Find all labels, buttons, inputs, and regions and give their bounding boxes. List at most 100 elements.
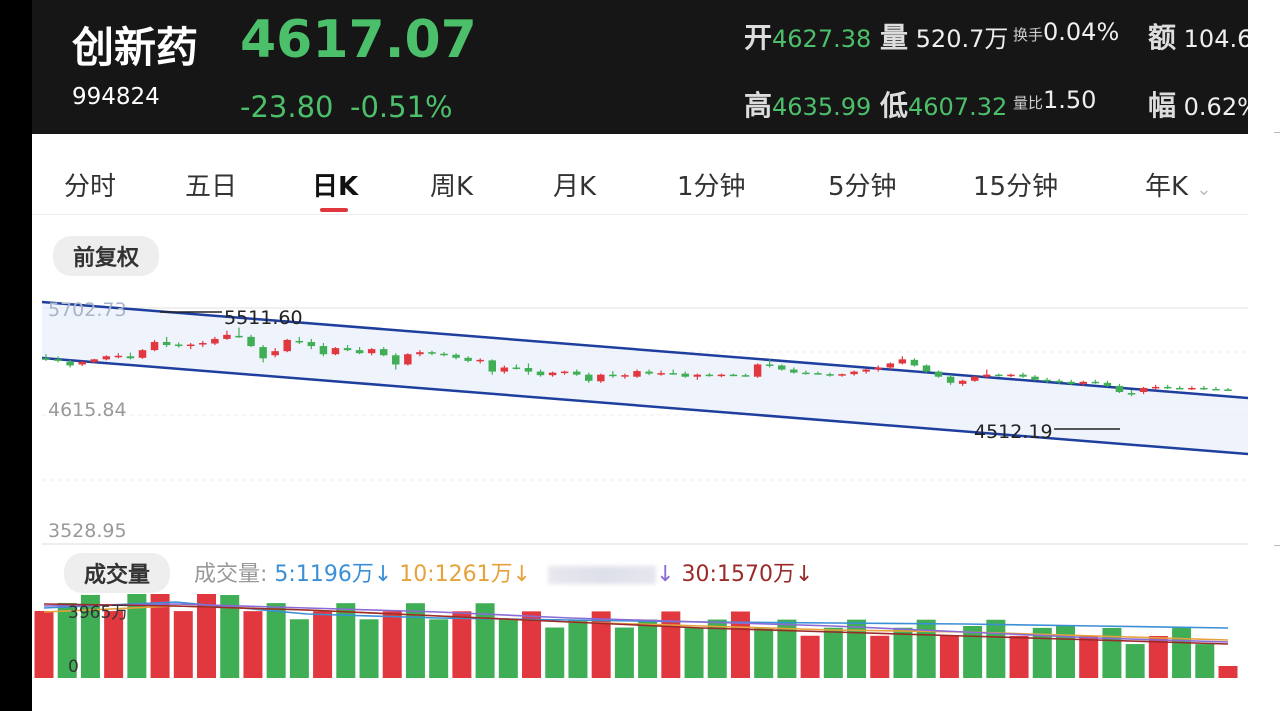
volume-bar	[1148, 636, 1168, 678]
tab-15min[interactable]: 15分钟	[973, 172, 1059, 202]
kline-chart[interactable]: 5702.73 4615.84 3528.95 5511.60 4512.19	[32, 290, 1248, 550]
volume-bar	[870, 635, 890, 678]
tab-5min[interactable]: 5分钟	[828, 172, 897, 202]
candle	[1188, 387, 1196, 390]
candle	[259, 347, 267, 359]
candle	[1067, 381, 1075, 384]
tab-monthly-k[interactable]: 月K	[553, 172, 597, 202]
candle	[1103, 382, 1112, 386]
candle	[211, 338, 219, 344]
channel-fill	[42, 302, 1248, 454]
y-axis-mid-label: 4615.84	[48, 399, 127, 421]
volume-bar	[730, 611, 750, 678]
candle	[174, 344, 183, 347]
candle	[90, 359, 98, 362]
arrow-down-icon: ↓	[512, 562, 532, 587]
right-edge	[1248, 0, 1280, 711]
y-axis-top-label: 5702.73	[48, 299, 127, 321]
volume-bar	[57, 602, 77, 678]
turnover-value: 0.04%	[1043, 18, 1120, 46]
candle	[802, 372, 810, 375]
price-change: -23.80	[240, 90, 334, 124]
candle	[428, 352, 436, 354]
candle	[1212, 388, 1220, 391]
candle	[355, 350, 364, 354]
min-price-label: 4512.19	[974, 421, 1053, 443]
volume-bar	[614, 627, 634, 678]
tab-1min[interactable]: 1分钟	[677, 172, 746, 202]
tab-weekly-k[interactable]: 周K	[430, 172, 474, 202]
volume-bar	[405, 603, 425, 678]
candle	[1091, 381, 1100, 384]
high-stat: 高4635.99	[744, 89, 872, 122]
volume-bar	[754, 627, 774, 678]
adjust-toggle[interactable]: 前复权	[53, 236, 160, 276]
candle	[500, 367, 509, 372]
volume-ma-lines	[43, 601, 1229, 645]
candle	[886, 363, 895, 368]
index-name: 创新药	[72, 23, 199, 72]
tab-daily-k[interactable]: 日K	[312, 172, 359, 202]
volume-bar	[173, 611, 193, 678]
volume-bar	[1055, 626, 1075, 678]
volume-bar	[591, 611, 611, 678]
stock-app: 创新药 994824 4617.07 -23.80 -0.51% 开4627.3…	[32, 0, 1248, 711]
vol-ratio-stat: 量比1.50	[1013, 86, 1097, 114]
active-tab-indicator	[320, 208, 348, 212]
y-axis-bottom-label: 3528.95	[48, 520, 127, 542]
candle	[585, 374, 593, 381]
candle	[1151, 386, 1160, 389]
arrow-down-icon: ↓	[373, 562, 393, 587]
candle	[1115, 385, 1124, 393]
candle	[392, 355, 400, 365]
volume-bar	[823, 627, 843, 678]
volume-bar	[80, 594, 100, 678]
candle	[1224, 389, 1232, 391]
candle	[597, 374, 605, 382]
candle	[1200, 387, 1208, 390]
candle	[657, 373, 665, 375]
candle	[765, 364, 774, 366]
volume-bar	[1079, 635, 1099, 678]
candle	[331, 348, 340, 355]
candle	[970, 376, 979, 381]
volume-axis-top-label: 3965万	[68, 603, 128, 623]
volume-bar	[1032, 627, 1052, 678]
arrow-down-icon: ↓	[656, 562, 675, 587]
volume-bar	[289, 619, 309, 678]
volume-chart[interactable]: 3965万 0	[32, 592, 1248, 682]
candle	[1139, 387, 1148, 393]
candle	[862, 369, 870, 372]
candle	[983, 374, 991, 377]
volume-bar	[939, 635, 959, 678]
tab-yearly-k[interactable]: 年K ⌄	[1145, 172, 1212, 202]
max-price-label: 5511.60	[224, 307, 303, 329]
candle	[777, 365, 786, 370]
candle	[367, 349, 376, 354]
volume-indicator-toggle[interactable]: 成交量	[64, 553, 171, 593]
arrow-down-icon: ↓	[794, 562, 814, 587]
tab-five-day[interactable]: 五日	[185, 172, 238, 202]
redacted-field	[548, 566, 657, 584]
candle	[572, 371, 581, 375]
price-change-pct: -0.51%	[350, 90, 453, 124]
candle	[790, 369, 798, 373]
amount-value: 104.6	[1183, 25, 1248, 53]
amplitude-stat: 幅 0.62%	[1148, 84, 1248, 124]
candle	[138, 350, 147, 358]
volume-ma5: 5:1196万	[274, 562, 374, 587]
candle	[223, 334, 231, 339]
volume-ma30: 30:1570万	[681, 562, 795, 587]
candle	[440, 353, 448, 356]
volume-bar	[847, 619, 867, 678]
volume-bar	[1102, 627, 1122, 678]
candle	[78, 361, 86, 365]
volume-ma30-line	[43, 603, 1229, 645]
volume-bar	[475, 603, 495, 678]
tab-intraday[interactable]: 分时	[64, 172, 117, 202]
volume-bar	[545, 627, 565, 678]
volume-bar	[1009, 635, 1029, 678]
candle	[1031, 376, 1039, 380]
candle	[536, 371, 545, 376]
candle	[705, 374, 714, 377]
